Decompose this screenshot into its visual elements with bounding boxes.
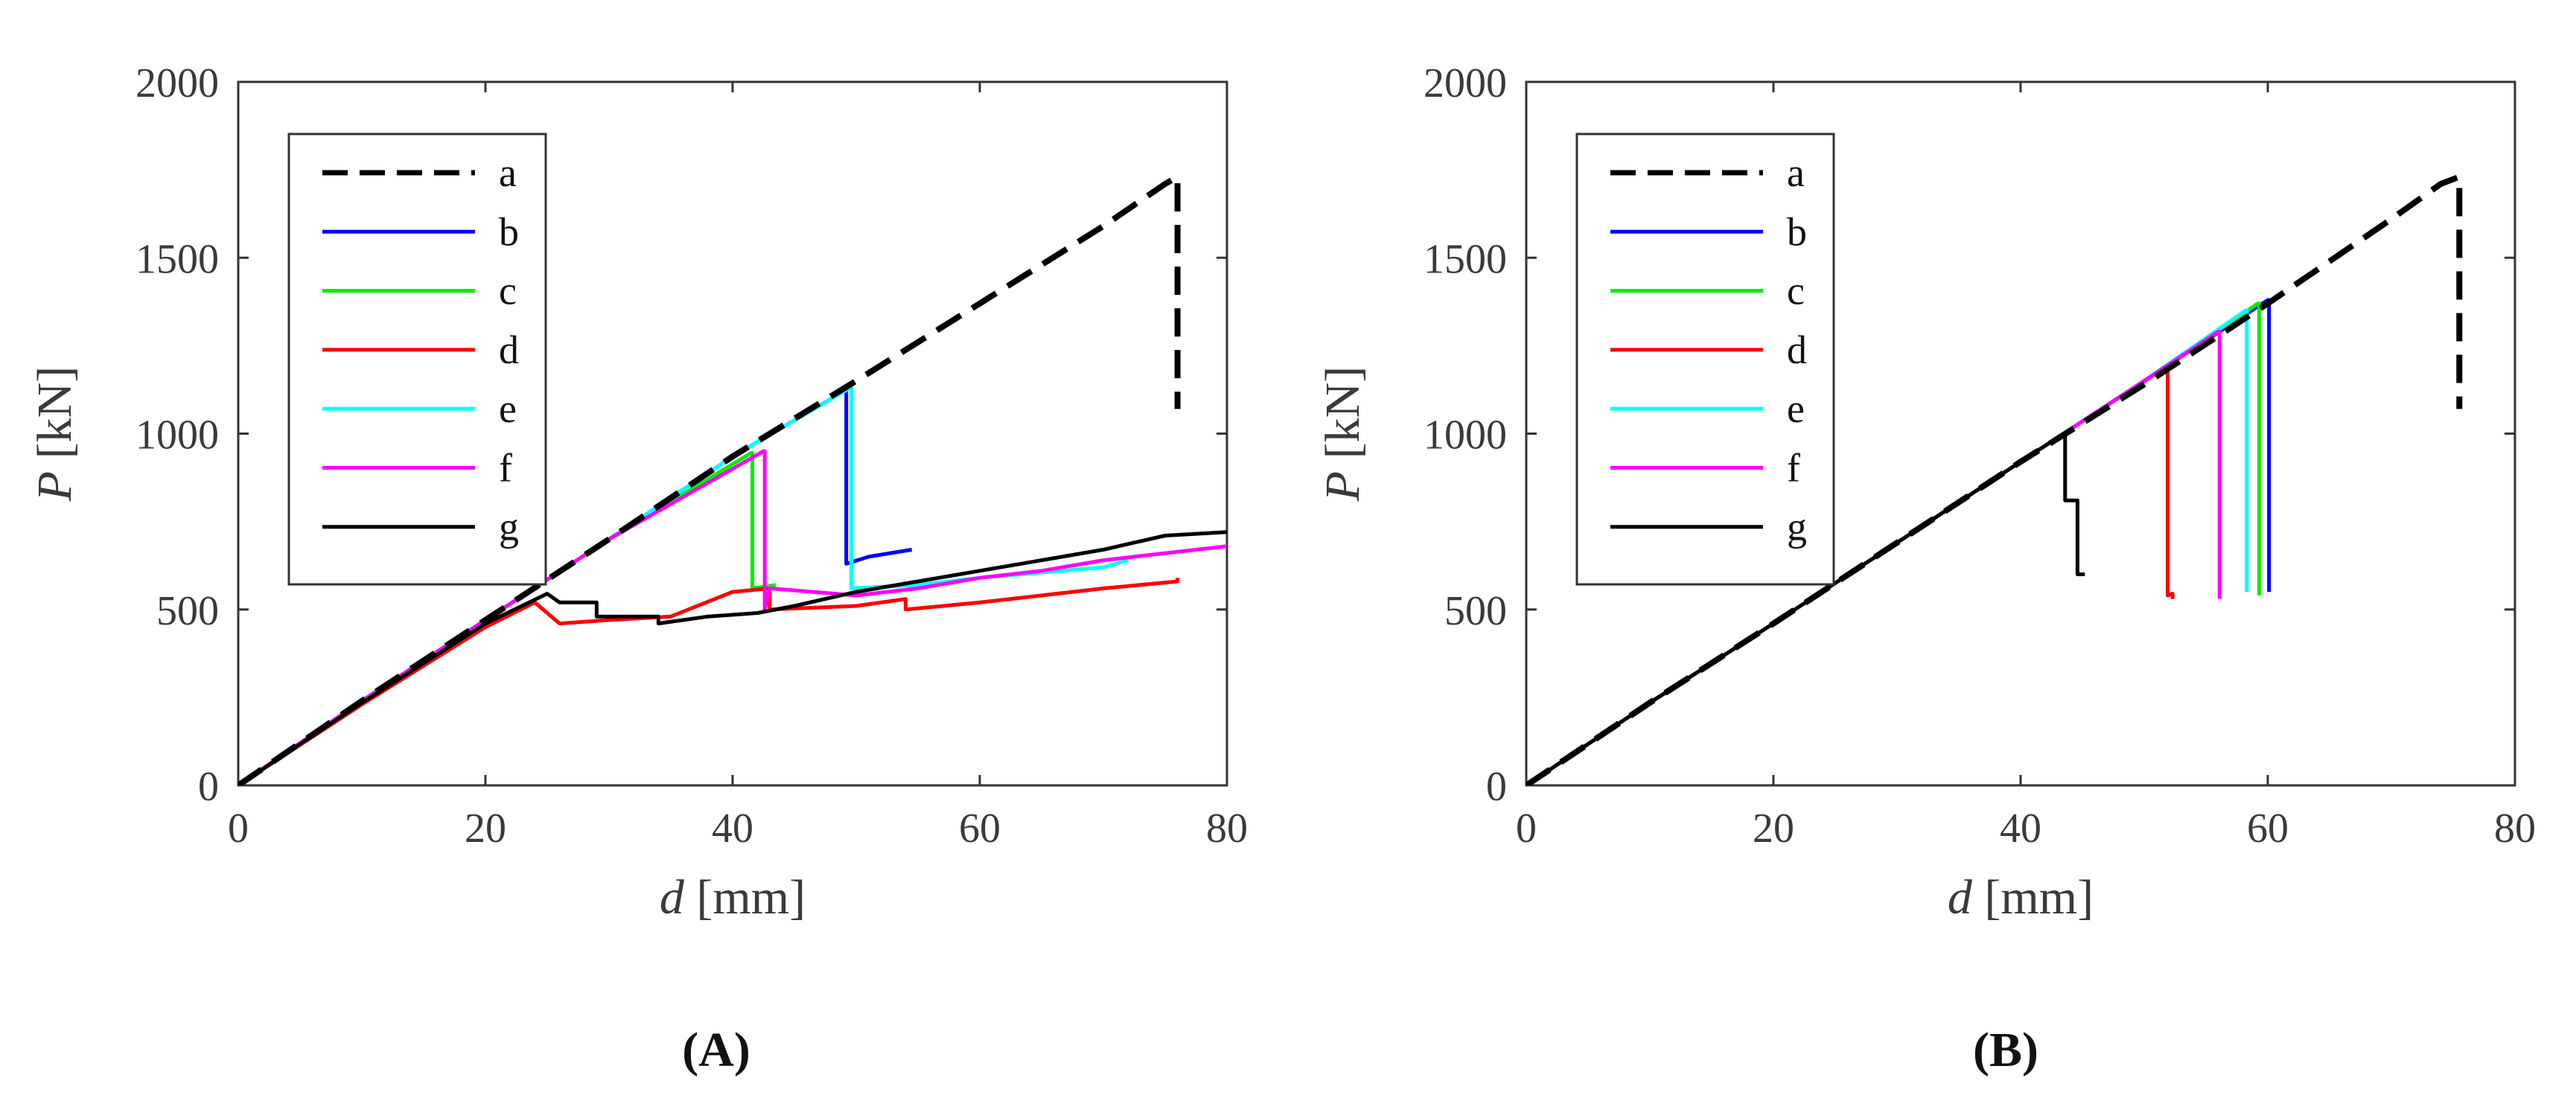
legend-label-a: a [499, 150, 517, 195]
x-axis-unit: [mm] [1972, 870, 2094, 925]
y-axis-title: P [kN] [28, 366, 82, 502]
panel-b: 0 20 40 60 80 0 500 1000 1500 2000 d [mm] P [kN] abc… [1316, 60, 2536, 1077]
legend-label-c: c [1787, 269, 1805, 313]
legend-label-c: c [499, 269, 517, 313]
plot-area [238, 173, 1227, 785]
y-tick-label: 1500 [136, 236, 219, 282]
legend-label-f: f [1787, 445, 1800, 490]
x-axis-unit: [mm] [684, 870, 806, 925]
y-tick-label: 0 [198, 764, 219, 810]
legend-box [1575, 133, 1835, 586]
panel-label: (B) [1973, 1023, 2038, 1077]
y-tick-label: 0 [1486, 764, 1507, 810]
series-line-a [238, 173, 1181, 785]
y-tick-label: 2000 [1424, 60, 1507, 106]
y-axis-title: P [kN] [1316, 366, 1370, 502]
x-tick-label: 60 [2247, 805, 2289, 852]
x-tick-label: 40 [712, 805, 753, 852]
legend-box [287, 133, 547, 586]
legend-label-a: a [1787, 150, 1805, 195]
panel-a: 0 20 40 60 80 0 500 1000 1500 2000 d [mm] P [kN] abc… [28, 60, 1248, 1077]
y-tick-label: 2000 [136, 60, 219, 106]
legend-label-d: d [1787, 328, 1807, 372]
x-tick-label: 20 [465, 805, 506, 852]
x-tick-label: 40 [2000, 805, 2041, 852]
legend-label-d: d [499, 328, 519, 372]
series-line-a [1526, 173, 2463, 785]
x-tick-label: 60 [959, 805, 1001, 852]
y-axis-unit: [kN] [28, 366, 82, 471]
y-tick-label: 1500 [1424, 236, 1507, 282]
series-line-g [238, 530, 1227, 785]
panel-label: (A) [682, 1023, 750, 1077]
y-axis-unit: [kN] [1316, 366, 1370, 471]
legend-label-e: e [1787, 386, 1805, 431]
x-tick-label: 80 [1206, 805, 1248, 852]
x-tick-label: 0 [1516, 805, 1537, 852]
x-axis-title: d [mm] [1948, 870, 2094, 925]
plot-area [1526, 173, 2463, 785]
x-axis-variable: d [660, 870, 685, 925]
legend-label-e: e [499, 386, 517, 431]
y-tick-label: 1000 [136, 412, 219, 459]
series-line-d [238, 578, 1180, 785]
y-axis-variable: P [28, 471, 82, 502]
x-tick-label: 80 [2494, 805, 2536, 852]
y-tick-label: 500 [1444, 588, 1507, 634]
y-tick-label: 500 [156, 588, 219, 634]
legend-label-b: b [1787, 209, 1807, 254]
x-axis-title: d [mm] [660, 870, 806, 925]
y-axis-variable: P [1316, 471, 1370, 502]
legend-label-f: f [499, 445, 512, 490]
legend-label-g: g [1787, 505, 1807, 549]
legend-label-b: b [499, 209, 519, 254]
x-tick-label: 20 [1753, 805, 1794, 852]
x-axis-variable: d [1948, 870, 1973, 925]
x-tick-label: 0 [228, 805, 249, 852]
legend-label-g: g [499, 505, 519, 549]
y-tick-label: 1000 [1424, 412, 1507, 459]
